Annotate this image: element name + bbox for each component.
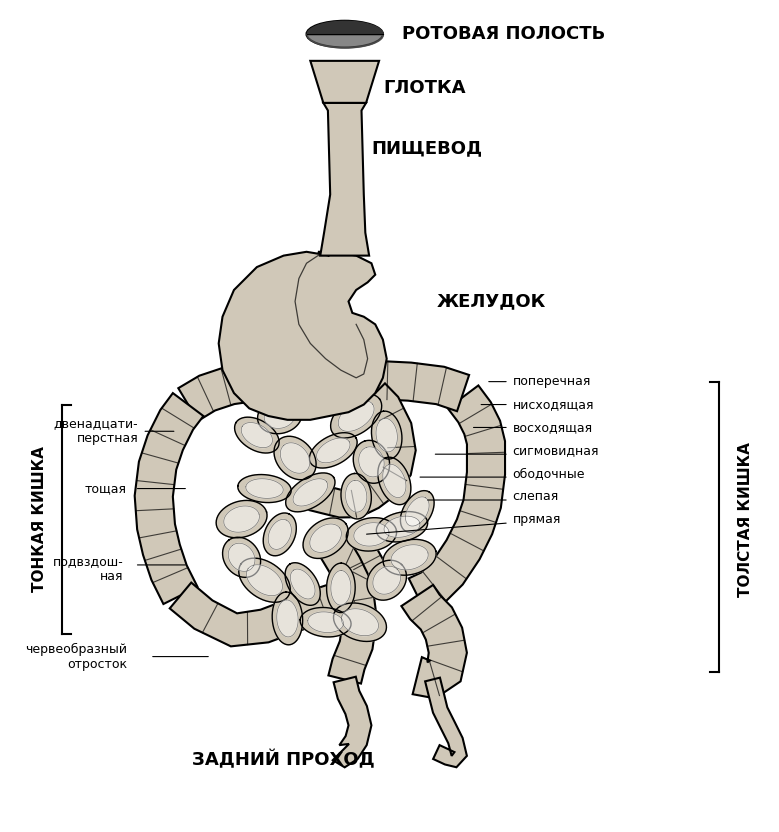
Polygon shape	[346, 480, 367, 513]
Polygon shape	[310, 61, 379, 103]
Text: поперечная: поперечная	[513, 375, 591, 389]
Polygon shape	[264, 404, 295, 428]
Polygon shape	[234, 417, 279, 453]
Text: ЖЕЛУДОК: ЖЕЛУДОК	[436, 292, 545, 310]
Ellipse shape	[306, 21, 383, 47]
Text: ободочные: ободочные	[513, 467, 585, 480]
Text: прямая: прямая	[513, 513, 561, 526]
Polygon shape	[382, 464, 406, 498]
Polygon shape	[246, 565, 283, 596]
Polygon shape	[293, 478, 327, 506]
Polygon shape	[341, 473, 372, 519]
Polygon shape	[239, 558, 291, 602]
Text: подвздош-
ная: подвздош- ная	[52, 555, 123, 582]
Polygon shape	[401, 585, 467, 698]
Polygon shape	[274, 436, 316, 480]
Polygon shape	[268, 519, 291, 549]
Text: нисходящая: нисходящая	[513, 398, 594, 411]
Polygon shape	[354, 440, 390, 483]
Polygon shape	[341, 609, 379, 636]
Text: ТОЛСТАЯ КИШКА: ТОЛСТАЯ КИШКА	[738, 442, 753, 597]
Text: сигмовидная: сигмовидная	[513, 443, 599, 457]
Polygon shape	[263, 513, 296, 556]
Polygon shape	[280, 443, 310, 473]
Polygon shape	[333, 676, 372, 767]
Polygon shape	[319, 537, 377, 684]
Polygon shape	[400, 491, 434, 532]
Polygon shape	[277, 600, 298, 636]
Text: слепая: слепая	[513, 490, 559, 503]
Polygon shape	[238, 474, 291, 503]
Polygon shape	[303, 518, 348, 558]
Polygon shape	[378, 458, 411, 505]
Polygon shape	[326, 563, 355, 612]
Polygon shape	[376, 418, 397, 452]
Polygon shape	[316, 438, 350, 463]
Polygon shape	[178, 361, 469, 421]
Polygon shape	[425, 677, 467, 767]
Polygon shape	[383, 539, 436, 575]
Polygon shape	[384, 516, 420, 537]
Polygon shape	[358, 447, 384, 477]
Text: тощая: тощая	[85, 482, 127, 495]
Polygon shape	[246, 478, 284, 498]
Polygon shape	[376, 512, 428, 542]
Polygon shape	[272, 592, 303, 645]
Text: ГЛОТКА: ГЛОТКА	[383, 78, 465, 97]
Polygon shape	[286, 473, 335, 512]
Polygon shape	[291, 569, 315, 599]
Polygon shape	[307, 384, 416, 518]
Polygon shape	[406, 497, 429, 526]
Polygon shape	[224, 506, 259, 532]
Polygon shape	[285, 562, 320, 606]
Polygon shape	[330, 394, 382, 438]
Text: ПИЩЕВОД: ПИЩЕВОД	[372, 140, 482, 158]
Polygon shape	[219, 252, 386, 420]
Polygon shape	[354, 522, 389, 546]
Polygon shape	[309, 433, 357, 468]
Polygon shape	[135, 393, 203, 604]
Polygon shape	[216, 500, 267, 537]
Polygon shape	[258, 399, 302, 433]
Text: ЗАДНИЙ ПРОХОД: ЗАДНИЙ ПРОХОД	[192, 750, 375, 770]
Polygon shape	[409, 385, 505, 612]
Text: восходящая: восходящая	[513, 421, 593, 434]
Polygon shape	[300, 607, 351, 637]
Polygon shape	[331, 571, 351, 605]
Polygon shape	[228, 543, 255, 572]
Text: ТОНКАЯ КИШКА: ТОНКАЯ КИШКА	[32, 446, 47, 592]
Text: двенадцати-
перстная: двенадцати- перстная	[54, 418, 139, 445]
Polygon shape	[170, 529, 388, 646]
Polygon shape	[308, 612, 344, 632]
Polygon shape	[367, 560, 407, 600]
Text: РОТОВАЯ ПОЛОСТЬ: РОТОВАЯ ПОЛОСТЬ	[402, 25, 605, 43]
Polygon shape	[372, 411, 402, 459]
Polygon shape	[391, 545, 428, 570]
Polygon shape	[241, 423, 273, 448]
Polygon shape	[223, 537, 261, 577]
Polygon shape	[373, 567, 400, 594]
Polygon shape	[347, 518, 397, 551]
Polygon shape	[333, 603, 386, 641]
Polygon shape	[338, 401, 374, 431]
Polygon shape	[310, 524, 341, 552]
Text: червеобразный
отросток: червеобразный отросток	[25, 642, 127, 671]
Polygon shape	[320, 103, 369, 255]
